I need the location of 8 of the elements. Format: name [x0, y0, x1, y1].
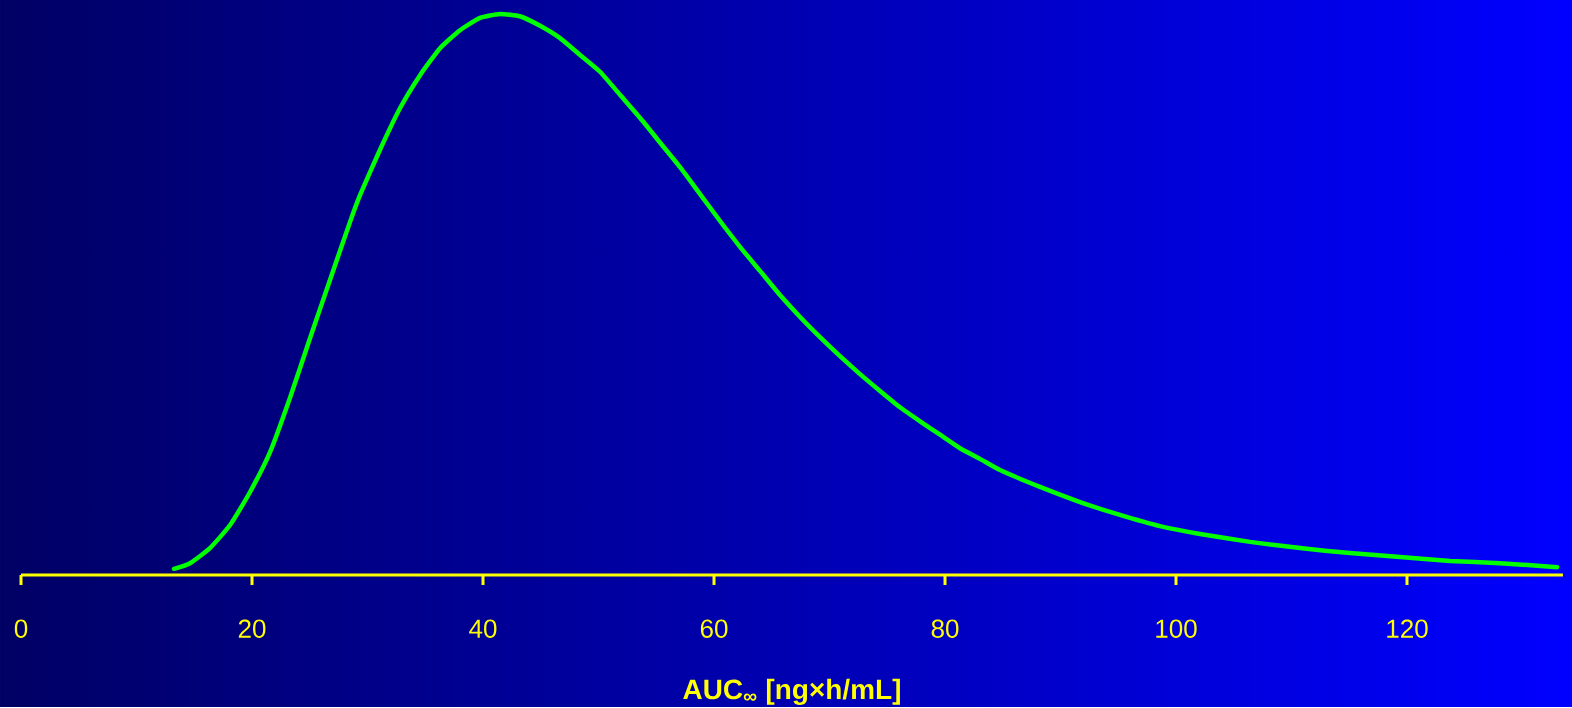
x-tick-label: 20	[238, 619, 266, 638]
x-tick-label: 60	[700, 619, 728, 638]
x-axis-title: AUC$_{∞}$ [ng×h/mL]	[683, 678, 900, 705]
x-tick-label: 40	[469, 619, 497, 638]
x-tick-label: 80	[931, 619, 959, 638]
x-tick-label: 120	[1387, 619, 1428, 638]
x-tick-label: 0	[14, 619, 28, 638]
x-tick-label: 100	[1156, 619, 1197, 638]
